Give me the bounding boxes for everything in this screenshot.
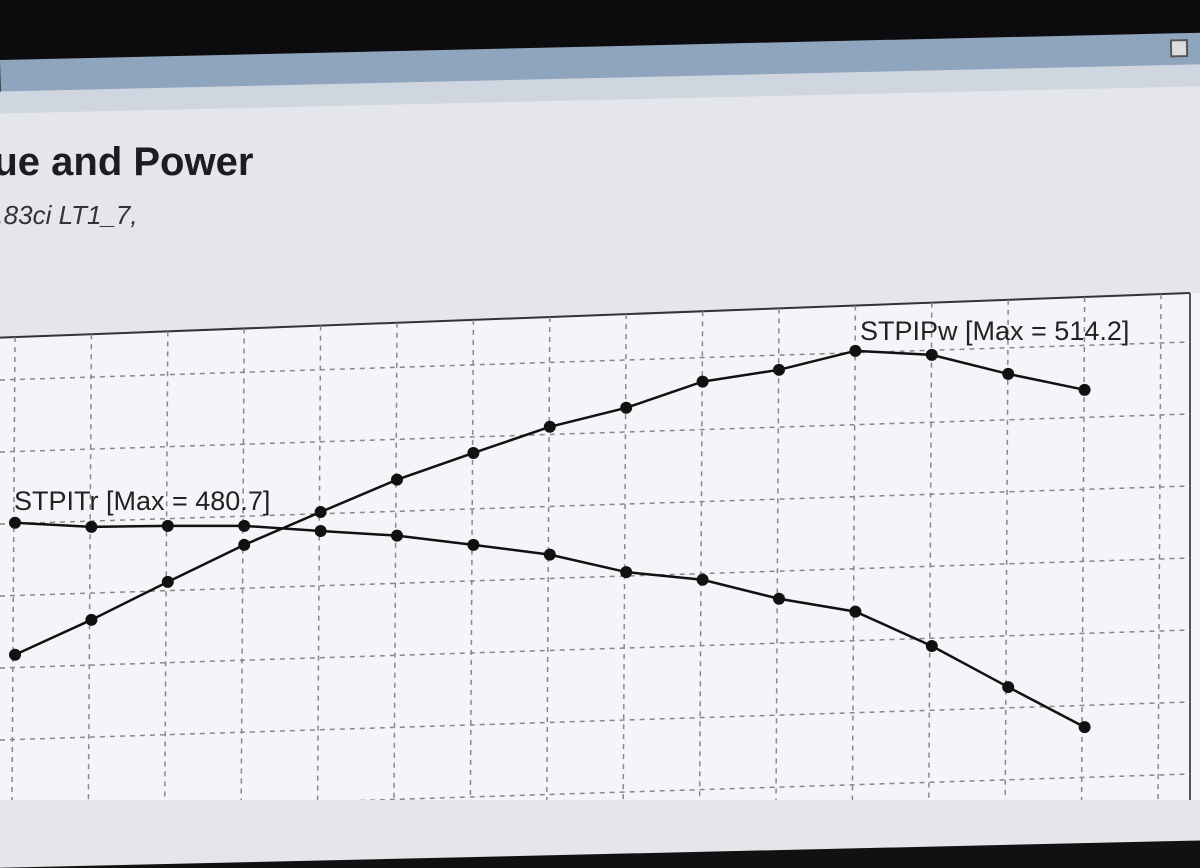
grid-line-vertical	[1080, 296, 1086, 800]
data-point-STPIPw	[9, 648, 21, 661]
data-point-STPITr	[1002, 681, 1015, 694]
grid-line-vertical	[87, 334, 93, 800]
data-point-STPITr	[925, 639, 938, 652]
legend-label-torque: STPITr [Max = 480.7]	[14, 486, 270, 516]
data-point-STPITr	[696, 573, 709, 586]
grid-line-vertical	[1004, 299, 1009, 800]
data-point-STPITr	[467, 538, 480, 551]
data-point-STPITr	[85, 520, 98, 533]
data-point-STPIPw	[620, 401, 633, 414]
data-point-STPIPw	[161, 575, 174, 588]
data-point-STPITr	[1078, 721, 1091, 734]
data-point-STPITr	[620, 566, 633, 579]
legend-label-power: STPIPw [Max = 514.2]	[860, 316, 1129, 346]
data-point-STPIPw	[314, 506, 327, 519]
grid-line-vertical	[1157, 294, 1162, 800]
grid-line-horizontal	[0, 557, 1191, 597]
grid-line-vertical	[11, 337, 16, 800]
chart-subtitle: ...83ci LT1_7,	[0, 200, 138, 230]
grid-line-horizontal	[0, 485, 1191, 525]
data-point-STPIPw	[238, 538, 251, 551]
data-point-STPITr	[773, 592, 785, 605]
grid-line-horizontal	[0, 629, 1191, 669]
data-point-STPIPw	[849, 344, 862, 357]
data-point-STPITr	[161, 519, 174, 532]
data-point-STPIPw	[1002, 367, 1015, 380]
data-point-STPIPw	[925, 348, 938, 361]
data-point-STPITr	[238, 519, 251, 532]
data-point-STPIPw	[467, 446, 480, 459]
data-point-STPIPw	[391, 473, 403, 486]
grid-line-horizontal	[352, 773, 1191, 800]
grid-line-vertical	[622, 314, 627, 800]
grid-line-vertical	[698, 311, 704, 800]
chart-plot: STPIPw [Max = 514.2] STPITr [Max = 480.7…	[0, 292, 1200, 800]
grid-line-horizontal	[0, 413, 1191, 453]
data-point-STPITr	[9, 516, 21, 529]
data-point-STPIPw	[85, 613, 98, 626]
plot-border	[0, 292, 1191, 339]
grid-line-vertical	[469, 319, 475, 800]
grid-line-horizontal	[0, 701, 1191, 741]
data-point-STPITr	[391, 529, 403, 542]
grid-line-vertical	[851, 305, 857, 800]
data-point-STPIPw	[1078, 383, 1091, 396]
grid-line-horizontal	[0, 341, 1191, 381]
grid-line-vertical	[928, 302, 933, 800]
data-point-STPITr	[314, 525, 327, 538]
data-point-STPIPw	[773, 363, 785, 376]
plot-area	[0, 293, 1200, 800]
data-point-STPIPw	[543, 420, 556, 433]
grid-line-vertical	[164, 331, 169, 800]
grid-line-vertical	[775, 308, 780, 800]
data-point-STPITr	[543, 548, 556, 561]
data-point-STPITr	[849, 605, 862, 618]
chart-title: ...ue and Power	[0, 140, 254, 184]
grid-line-vertical	[240, 328, 245, 800]
data-point-STPIPw	[696, 375, 709, 388]
